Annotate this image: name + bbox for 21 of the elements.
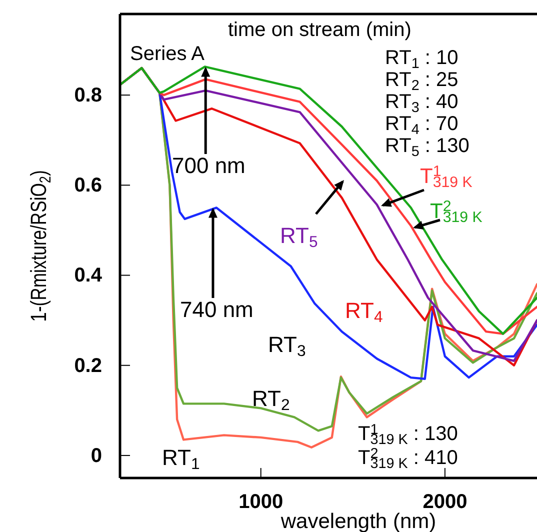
annotation: RT$_{1}$ : 10 — [385, 47, 458, 72]
annotation: T$^{1}$$_{319 K}$ : 130 — [358, 422, 458, 448]
series-label: RT$_{3}$ — [268, 332, 306, 360]
series-label: RT$_{1}$ — [162, 445, 200, 474]
y-tick-label: 0.8 — [74, 84, 102, 106]
y-tick-label: 0.4 — [74, 264, 103, 287]
y-tick-label: 0 — [90, 444, 102, 467]
annotation: 700 nm — [172, 153, 246, 178]
annotation: Series A — [130, 43, 206, 65]
annotation: RT$_{4}$ : 70 — [385, 113, 458, 138]
y-tick-label: 0.6 — [74, 174, 102, 197]
y-tick-label: 0.2 — [74, 354, 102, 377]
annotation: RT$_{2}$ : 25 — [385, 69, 458, 94]
series-label: RT$_{2}$ — [252, 386, 290, 414]
text: RT$_{5}$ — [280, 223, 318, 252]
annotation: 740 nm — [180, 297, 254, 322]
annotation: time on stream (min) — [228, 19, 412, 41]
annotation: RT$_{5}$ : 130 — [385, 135, 470, 160]
annotation: T$^{2}$$_{319 K}$ : 410 — [358, 446, 458, 472]
series-label: RT$_{4}$ — [345, 298, 383, 326]
annotation: RT$_{3}$ : 40 — [385, 91, 458, 116]
